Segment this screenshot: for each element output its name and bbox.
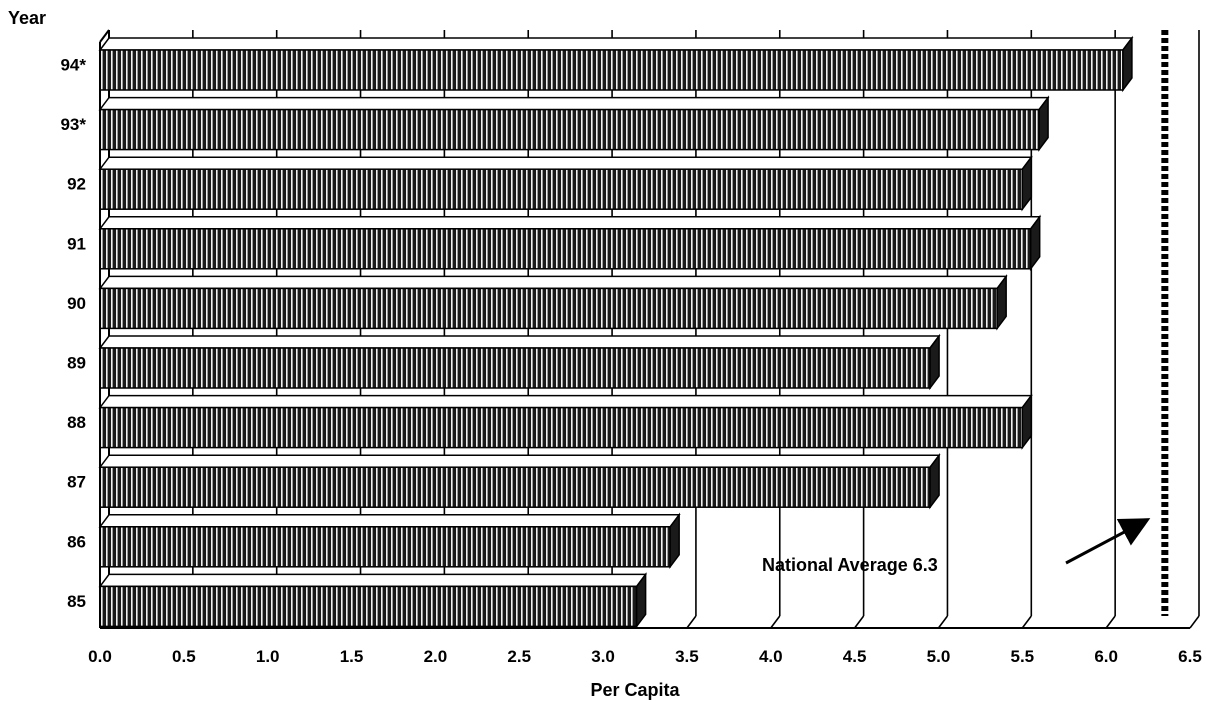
x-tick-label: 5.0 [927,647,951,666]
national-average-arrow [1065,518,1151,565]
bar-front-face [99,108,1040,151]
x-tick-label: 6.5 [1178,647,1202,666]
bar-top-face [98,573,648,588]
x-tick-labels: 0.0 0.5 1.0 1.5 2.0 2.5 3.0 3.5 4.0 4.5 5.0 5.5 6.0 6… [88,647,1202,666]
bars [98,35,1134,629]
grid-floor-tick [937,615,949,629]
y-axis-title: Year [8,8,46,28]
bar-top-face [98,96,1050,111]
grid-floor-tick [853,615,865,629]
x-tick-label: 1.5 [340,647,364,666]
bar-end-cap [996,274,1007,331]
bar-end-cap [1038,95,1049,152]
category-label: 88 [67,413,86,432]
bar-front-face [99,228,1032,270]
bar [98,393,1033,450]
category-label: 85 [67,592,86,611]
x-tick-label: 0.0 [88,647,112,666]
bar [98,95,1050,152]
wall-top-edge [99,29,110,43]
bar-front-face [99,168,1024,210]
category-label: 86 [67,532,86,551]
bar-top-face [98,275,1008,290]
bar [98,214,1042,272]
bar-front-face [99,49,1124,91]
bar-top-face [98,454,941,468]
bar-end-cap [669,512,680,570]
x-tick-label: 2.5 [507,647,531,666]
bar-front-face [99,406,1024,449]
x-tick-label: 4.5 [843,647,867,666]
category-label: 92 [67,175,86,194]
bar [98,512,681,570]
bar-front-face [99,347,931,389]
category-label: 94* [60,55,86,74]
grid-floor-tick [770,615,781,629]
x-tick-label: 5.5 [1010,647,1034,666]
bar-end-cap [1021,393,1033,450]
x-tick-label: 2.0 [424,647,448,666]
bar-top-face [98,216,1042,230]
bar [98,35,1134,93]
bar-end-cap [929,452,940,510]
bar-top-face [98,394,1033,409]
bar-front-face [99,526,671,568]
grid-floor-tick [1021,615,1032,629]
bar [98,572,648,629]
grid-floor-tick [686,615,697,629]
bar-front-face [99,585,638,628]
bar-top-face [98,37,1134,51]
national-average-label: National Average 6.3 [762,555,938,575]
bar-front-face [99,466,931,508]
category-label: 93* [60,115,86,134]
category-label: 90 [67,294,86,313]
bar-top-face [98,335,941,349]
bar-end-cap [1021,154,1033,212]
x-tick-label: 1.0 [256,647,280,666]
category-label: 91 [67,234,86,253]
bar-front-face [99,287,998,330]
bar [98,333,941,391]
bar-top-face [98,156,1033,170]
bar-top-face [98,514,681,528]
x-tick-label: 0.5 [172,647,196,666]
category-label: 89 [67,353,86,372]
x-tick-label: 3.0 [591,647,615,666]
bar [98,274,1008,331]
category-labels: 94* 93* 92 91 90 89 88 87 86 85 [60,55,86,610]
x-axis-title: Per Capita [590,680,680,700]
bar-end-cap [1122,35,1133,93]
bar [98,154,1033,212]
x-tick-label: 3.5 [675,647,699,666]
x-tick-label: 6.0 [1094,647,1118,666]
bar-end-cap [635,572,647,629]
x-tick-label: 4.0 [759,647,783,666]
bar-end-cap [929,333,940,391]
bar [98,452,941,510]
bar-end-cap [1029,214,1041,272]
grid-floor-tick [1189,615,1200,629]
grid-floor-tick [1105,615,1116,629]
category-label: 87 [67,473,86,492]
